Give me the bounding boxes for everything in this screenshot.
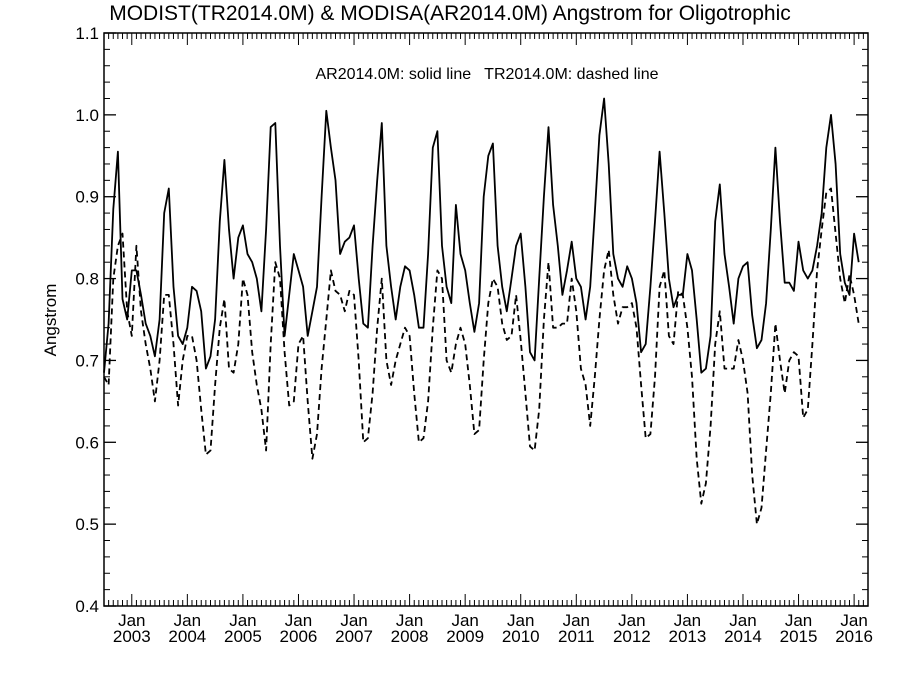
x-tick-label-year: 2012: [613, 627, 651, 646]
x-tick-label-month: Jan: [174, 611, 201, 630]
x-tick-label-month: Jan: [285, 611, 312, 630]
y-tick-label: 0.5: [75, 515, 99, 534]
y-tick-label: 0.4: [75, 597, 99, 616]
y-axis-title: Angstrom: [41, 284, 60, 357]
x-tick-label-year: 2008: [391, 627, 429, 646]
x-tick-label-month: Jan: [118, 611, 145, 630]
y-tick-label: 1.0: [75, 106, 99, 125]
y-tick-label: 0.7: [75, 351, 99, 370]
y-tick-label: 1.1: [75, 24, 99, 43]
chart-title: MODIST(TR2014.0M) & MODISA(AR2014.0M) An…: [109, 2, 791, 25]
plot-frame: [103, 32, 869, 607]
x-tick-label-year: 2014: [724, 627, 762, 646]
x-tick-label-month: Jan: [618, 611, 645, 630]
x-tick-label-year: 2016: [835, 627, 873, 646]
x-tick-label-month: Jan: [729, 611, 756, 630]
x-tick-label-year: 2009: [446, 627, 484, 646]
y-tick-label: 0.9: [75, 188, 99, 207]
x-tick-label-month: Jan: [563, 611, 590, 630]
series-line-tr2014-0m: [103, 187, 860, 525]
series-line-ar2014-0m: [103, 97, 860, 374]
x-tick-label-month: Jan: [674, 611, 701, 630]
x-tick-label-year: 2005: [224, 627, 262, 646]
legend-annotation: AR2014.0M: solid line TR2014.0M: dashed …: [315, 66, 658, 83]
x-tick-label-year: 2007: [335, 627, 373, 646]
x-tick-label-year: 2010: [502, 627, 540, 646]
x-tick-label-month: Jan: [840, 611, 867, 630]
y-tick-label: 0.8: [75, 270, 99, 289]
x-tick-label-year: 2011: [558, 627, 595, 646]
x-tick-label-month: Jan: [229, 611, 256, 630]
x-tick-label-year: 2013: [669, 627, 707, 646]
x-tick-label-month: Jan: [396, 611, 423, 630]
x-tick-label-year: 2015: [780, 627, 818, 646]
x-tick-label-month: Jan: [340, 611, 367, 630]
x-tick-label-year: 2003: [113, 627, 151, 646]
x-tick-label-year: 2006: [280, 627, 318, 646]
x-tick-label-year: 2004: [168, 627, 206, 646]
x-tick-label-month: Jan: [507, 611, 534, 630]
x-tick-label-month: Jan: [785, 611, 812, 630]
y-tick-label: 0.6: [75, 433, 99, 452]
x-tick-label-month: Jan: [451, 611, 478, 630]
